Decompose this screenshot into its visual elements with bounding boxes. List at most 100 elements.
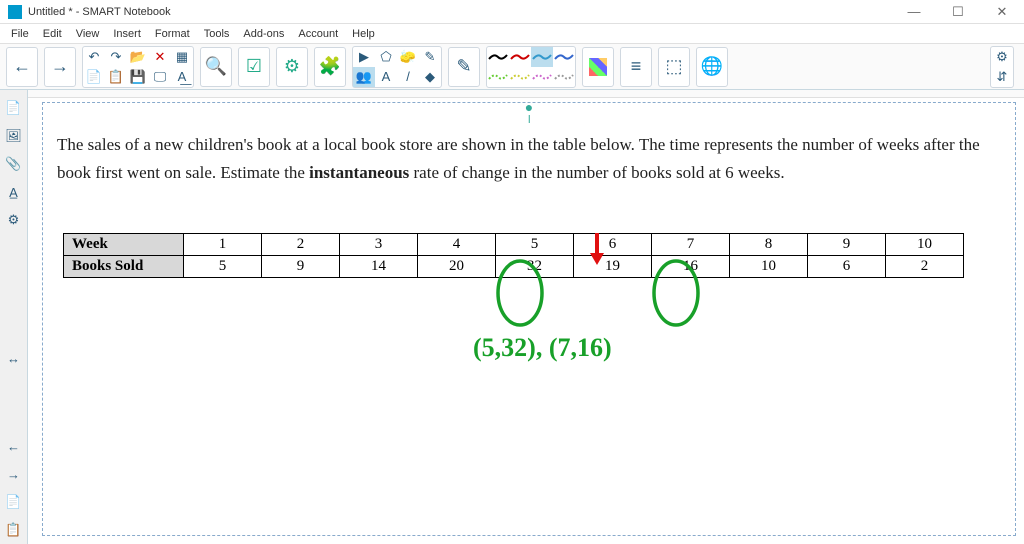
window-titlebar: Untitled * - SMART Notebook — ☐ ✕	[0, 0, 1024, 24]
erase-tool[interactable]: 🧽	[397, 47, 419, 67]
page-content: The sales of a new children's book at a …	[42, 102, 1016, 536]
menu-edit[interactable]: Edit	[36, 26, 69, 42]
pen-button[interactable]: ✎	[448, 47, 480, 87]
file-tool-group: ↶ ↷ 📂 ✕ ▦ 📄 📋 💾 🖵 A͟	[82, 46, 194, 88]
value-cell: 14	[340, 256, 418, 278]
undo-button[interactable]: ↶	[83, 47, 105, 67]
line-color-swatch[interactable]	[487, 67, 509, 87]
line-tool[interactable]: /	[397, 67, 419, 87]
steps-button[interactable]: ⬚	[658, 47, 690, 87]
clip-side-button[interactable]: 📋	[2, 518, 26, 542]
line-color-swatch[interactable]	[553, 47, 575, 67]
week-cell: 6	[574, 234, 652, 256]
problem-bold: instantaneous	[309, 163, 409, 182]
week-cell: 2	[262, 234, 340, 256]
menu-help[interactable]: Help	[345, 26, 382, 42]
workspace: 📄 🖼 📎 A̲ ⚙ ↔ ← → 📄 📋 The sales of a new …	[0, 90, 1024, 544]
line-color-swatch[interactable]	[509, 67, 531, 87]
check-button[interactable]: ☑	[238, 47, 270, 87]
menu-file[interactable]: File	[4, 26, 36, 42]
new-page-button[interactable]: 📄	[83, 67, 105, 87]
paste-button[interactable]: 📋	[105, 67, 127, 87]
problem-text: The sales of a new children's book at a …	[57, 131, 1001, 187]
week-cell: 3	[340, 234, 418, 256]
settings-tab[interactable]: ⚙	[2, 208, 26, 232]
table-header-row: Week 1 2 3 4 5 6 7 8 9 10	[64, 234, 964, 256]
group-tool[interactable]: 👥	[353, 67, 375, 87]
zoom-button[interactable]: 🔍	[200, 47, 232, 87]
books-label: Books Sold	[64, 256, 184, 278]
screen-button[interactable]: 🖵	[149, 67, 171, 87]
value-cell: 16	[652, 256, 730, 278]
pen-tool[interactable]: ✎	[419, 47, 441, 67]
line-color-group	[486, 46, 576, 88]
open-button[interactable]: 📂	[127, 47, 149, 67]
text-tab[interactable]: A̲	[2, 180, 26, 204]
window-title: Untitled * - SMART Notebook	[28, 6, 900, 18]
line-color-swatch[interactable]	[553, 67, 575, 87]
delete-button[interactable]: ✕	[149, 47, 171, 67]
next-side-button[interactable]: →	[2, 462, 26, 486]
menu-view[interactable]: View	[69, 26, 107, 42]
menu-bar: File Edit View Insert Format Tools Add-o…	[0, 24, 1024, 44]
line-color-swatch[interactable]	[487, 47, 509, 67]
value-cell: 5	[184, 256, 262, 278]
pages-tab[interactable]: 📄	[2, 96, 26, 120]
save-button[interactable]: 💾	[127, 67, 149, 87]
text-tool[interactable]: A	[375, 67, 397, 87]
value-cell: 10	[730, 256, 808, 278]
week-cell: 8	[730, 234, 808, 256]
right-tool-group: ⚙ ⇵	[990, 46, 1014, 88]
value-cell: 32	[496, 256, 574, 278]
next-page-button[interactable]: →	[44, 47, 76, 87]
data-table-wrap: Week 1 2 3 4 5 6 7 8 9 10 Books Sold	[63, 233, 1001, 278]
palette-icon	[589, 58, 607, 76]
pointer-tool-group: ▶ ⬠ 🧽 ✎ 👥 A / ◆	[352, 46, 442, 88]
palette-button[interactable]	[582, 47, 614, 87]
line-color-swatch[interactable]	[531, 67, 553, 87]
close-button[interactable]: ✕	[988, 4, 1016, 20]
ruler	[28, 90, 1024, 98]
puzzle-button[interactable]: 🧩	[314, 47, 346, 87]
line-style-button[interactable]: ≡	[620, 47, 652, 87]
side-panel: 📄 🖼 📎 A̲ ⚙ ↔ ← → 📄 📋	[0, 90, 28, 544]
week-cell: 10	[886, 234, 964, 256]
globe-button[interactable]: 🌐	[696, 47, 728, 87]
attach-tab[interactable]: 📎	[2, 152, 26, 176]
week-cell: 9	[808, 234, 886, 256]
menu-tools[interactable]: Tools	[197, 26, 237, 42]
table-data-row: Books Sold 5 9 14 20 32 19 16 10 6 2	[64, 256, 964, 278]
select-tool[interactable]: ▶	[353, 47, 375, 67]
week-cell: 7	[652, 234, 730, 256]
table-button[interactable]: ▦	[171, 47, 193, 67]
fill-tool[interactable]: ◆	[419, 67, 441, 87]
maximize-button[interactable]: ☐	[944, 4, 972, 20]
text-style-button[interactable]: A͟	[171, 67, 193, 87]
shape-tool[interactable]: ⬠	[375, 47, 397, 67]
prev-side-button[interactable]: ←	[2, 434, 26, 458]
app-icon	[8, 5, 22, 19]
week-cell: 4	[418, 234, 496, 256]
problem-after: rate of change in the number of books so…	[409, 163, 784, 182]
week-cell: 1	[184, 234, 262, 256]
gallery-tab[interactable]: 🖼	[2, 124, 26, 148]
expand-button[interactable]: ↔	[2, 346, 26, 370]
week-label: Week	[64, 234, 184, 256]
value-cell: 9	[262, 256, 340, 278]
page-side-button[interactable]: 📄	[2, 490, 26, 514]
minimize-button[interactable]: —	[900, 4, 928, 20]
settings-button[interactable]: ⚙	[991, 47, 1013, 67]
menu-account[interactable]: Account	[291, 26, 345, 42]
menu-format[interactable]: Format	[148, 26, 197, 42]
gear-button[interactable]: ⚙	[276, 47, 308, 87]
line-color-swatch[interactable]	[531, 47, 553, 67]
line-color-swatch[interactable]	[509, 47, 531, 67]
menu-insert[interactable]: Insert	[106, 26, 148, 42]
handwritten-coords: (5,32), (7,16)	[473, 333, 612, 363]
prev-page-button[interactable]: ←	[6, 47, 38, 87]
arrange-button[interactable]: ⇵	[991, 67, 1013, 87]
toolbar: ← → ↶ ↷ 📂 ✕ ▦ 📄 📋 💾 🖵 A͟ 🔍 ☑ ⚙ 🧩 ▶ ⬠ 🧽 ✎…	[0, 44, 1024, 90]
redo-button[interactable]: ↷	[105, 47, 127, 67]
menu-addons[interactable]: Add-ons	[236, 26, 291, 42]
canvas[interactable]: The sales of a new children's book at a …	[28, 90, 1024, 544]
